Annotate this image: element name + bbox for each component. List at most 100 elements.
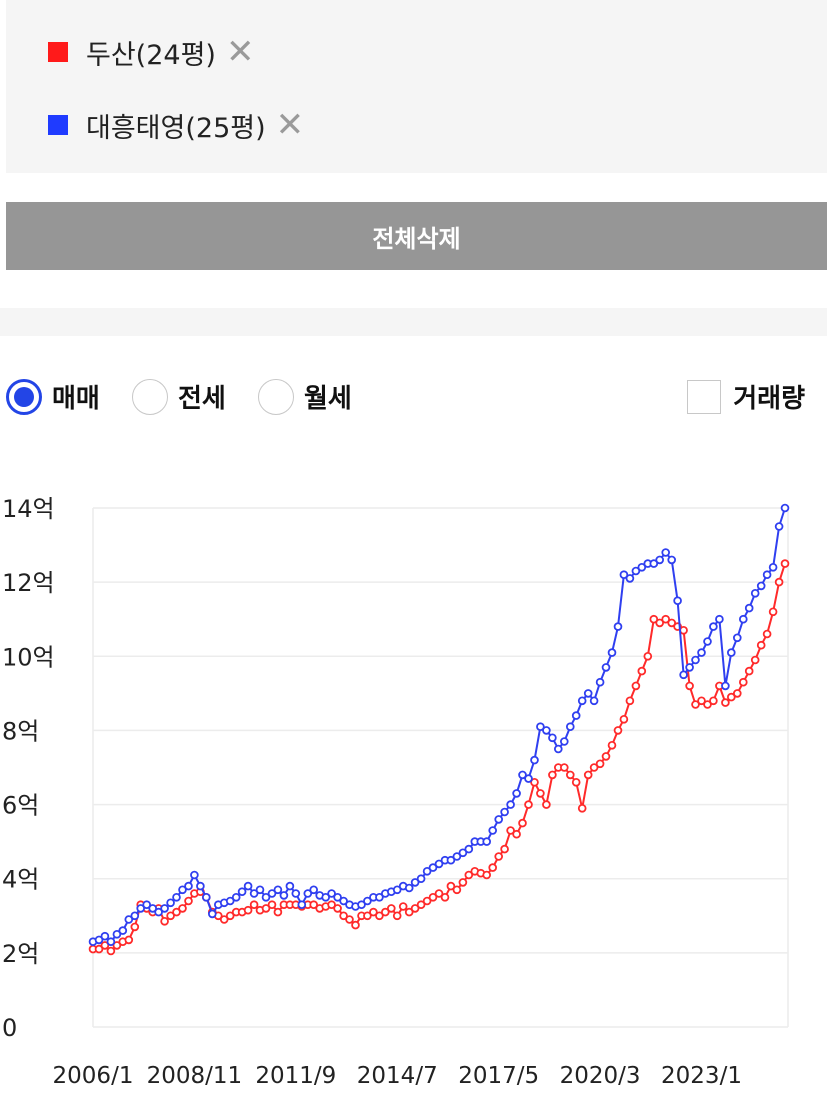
data-point	[774, 522, 784, 531]
data-point	[607, 648, 617, 657]
series-color-swatch	[48, 115, 68, 135]
data-point	[744, 666, 754, 676]
data-point	[178, 904, 187, 913]
data-point	[446, 855, 456, 865]
data-point	[100, 931, 110, 941]
data-point	[548, 733, 557, 743]
data-point	[542, 800, 551, 809]
data-point	[512, 829, 521, 839]
data-point	[780, 503, 790, 513]
deal-type-selector: 매매 전세 월세 거래량	[6, 376, 827, 422]
data-point	[339, 896, 348, 906]
x-tick-label: 2023/1	[661, 1063, 742, 1089]
data-point	[685, 681, 694, 691]
data-point	[434, 889, 444, 898]
volume-checkbox[interactable]: 거래량	[687, 378, 805, 415]
data-point	[202, 892, 211, 902]
data-point	[273, 885, 283, 895]
data-point	[715, 614, 724, 624]
data-point	[333, 892, 342, 902]
data-point	[386, 904, 396, 913]
radio-label: 매매	[52, 384, 100, 414]
radio-jeonse[interactable]: 전세	[132, 378, 226, 415]
data-point	[649, 559, 659, 568]
data-point	[404, 907, 414, 917]
data-point	[428, 892, 438, 902]
data-point	[637, 563, 647, 572]
data-point	[500, 844, 509, 854]
data-point	[243, 905, 253, 915]
y-tick-label: 14억	[2, 495, 55, 523]
radio-selected-icon	[6, 378, 42, 415]
data-point	[703, 637, 712, 646]
data-point	[738, 677, 748, 687]
data-point	[744, 603, 754, 613]
data-point	[148, 904, 158, 913]
data-point	[339, 911, 348, 921]
data-point	[738, 614, 748, 624]
data-point	[279, 891, 289, 900]
data-point	[154, 907, 163, 917]
data-point	[422, 866, 432, 876]
data-point	[643, 652, 653, 661]
data-point	[363, 896, 372, 906]
data-point	[184, 881, 193, 891]
delete-all-button[interactable]: 전체삭제	[6, 202, 827, 270]
data-point	[130, 922, 140, 932]
volume-label: 거래량	[733, 384, 805, 414]
compare-item-dusan: 두산(24평) ✕	[48, 32, 254, 72]
data-point	[607, 740, 617, 750]
data-point	[225, 911, 235, 921]
y-tick-label: 0	[2, 1014, 17, 1042]
data-point	[762, 570, 772, 579]
radio-label: 월세	[304, 384, 352, 414]
radio-label: 전세	[178, 384, 226, 414]
data-point	[231, 892, 241, 902]
data-point	[494, 815, 504, 824]
compare-item-label: 대흥태영(25평)	[86, 112, 266, 144]
data-point	[488, 826, 498, 835]
data-point	[321, 892, 331, 902]
data-point	[595, 677, 605, 687]
data-point	[703, 700, 712, 709]
data-point	[327, 900, 336, 910]
data-point	[625, 696, 635, 706]
data-point	[404, 883, 414, 893]
data-point	[619, 715, 629, 724]
data-point	[196, 881, 205, 891]
data-point	[536, 722, 545, 732]
data-point	[136, 904, 146, 913]
close-icon[interactable]: ✕	[225, 32, 255, 72]
data-point	[94, 944, 104, 954]
data-point	[721, 681, 730, 691]
data-point	[160, 904, 169, 913]
data-point	[261, 904, 271, 913]
data-point	[530, 755, 539, 765]
data-point	[589, 696, 599, 706]
radio-monthly-rent[interactable]: 월세	[258, 378, 352, 415]
data-point	[613, 726, 623, 735]
data-point	[518, 818, 527, 828]
x-axis-ticks: 2006/1 2008/11 2011/9 2014/7 2017/5 2020/3 202…	[53, 1063, 742, 1089]
data-point	[285, 881, 295, 891]
data-point	[762, 629, 772, 639]
data-point	[333, 904, 342, 913]
data-point	[392, 885, 402, 895]
data-point	[416, 874, 426, 884]
x-tick-label: 2020/3	[560, 1063, 641, 1089]
data-point	[649, 614, 659, 624]
chart-grid	[92, 507, 789, 1028]
data-point	[631, 681, 641, 691]
data-point	[571, 777, 581, 787]
data-point	[583, 770, 593, 780]
data-point	[464, 844, 474, 854]
data-point	[506, 826, 515, 835]
radio-sale[interactable]: 매매	[6, 378, 100, 415]
y-tick-label: 2억	[2, 940, 39, 968]
data-point	[661, 548, 670, 557]
close-icon[interactable]: ✕	[275, 105, 305, 145]
y-axis-ticks: 0 2억 4억 6억 8억 10억 12억 14억	[2, 495, 55, 1042]
data-point	[667, 555, 676, 565]
data-point	[553, 744, 563, 754]
data-point	[410, 904, 420, 913]
